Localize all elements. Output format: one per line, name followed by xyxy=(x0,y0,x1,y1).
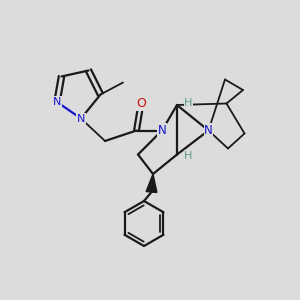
Text: N: N xyxy=(53,97,61,107)
Text: N: N xyxy=(204,124,213,137)
Polygon shape xyxy=(146,174,157,192)
Text: H: H xyxy=(184,151,193,161)
Text: N: N xyxy=(158,124,166,137)
Text: N: N xyxy=(77,113,85,124)
Text: O: O xyxy=(136,97,146,110)
Text: H: H xyxy=(184,98,193,109)
